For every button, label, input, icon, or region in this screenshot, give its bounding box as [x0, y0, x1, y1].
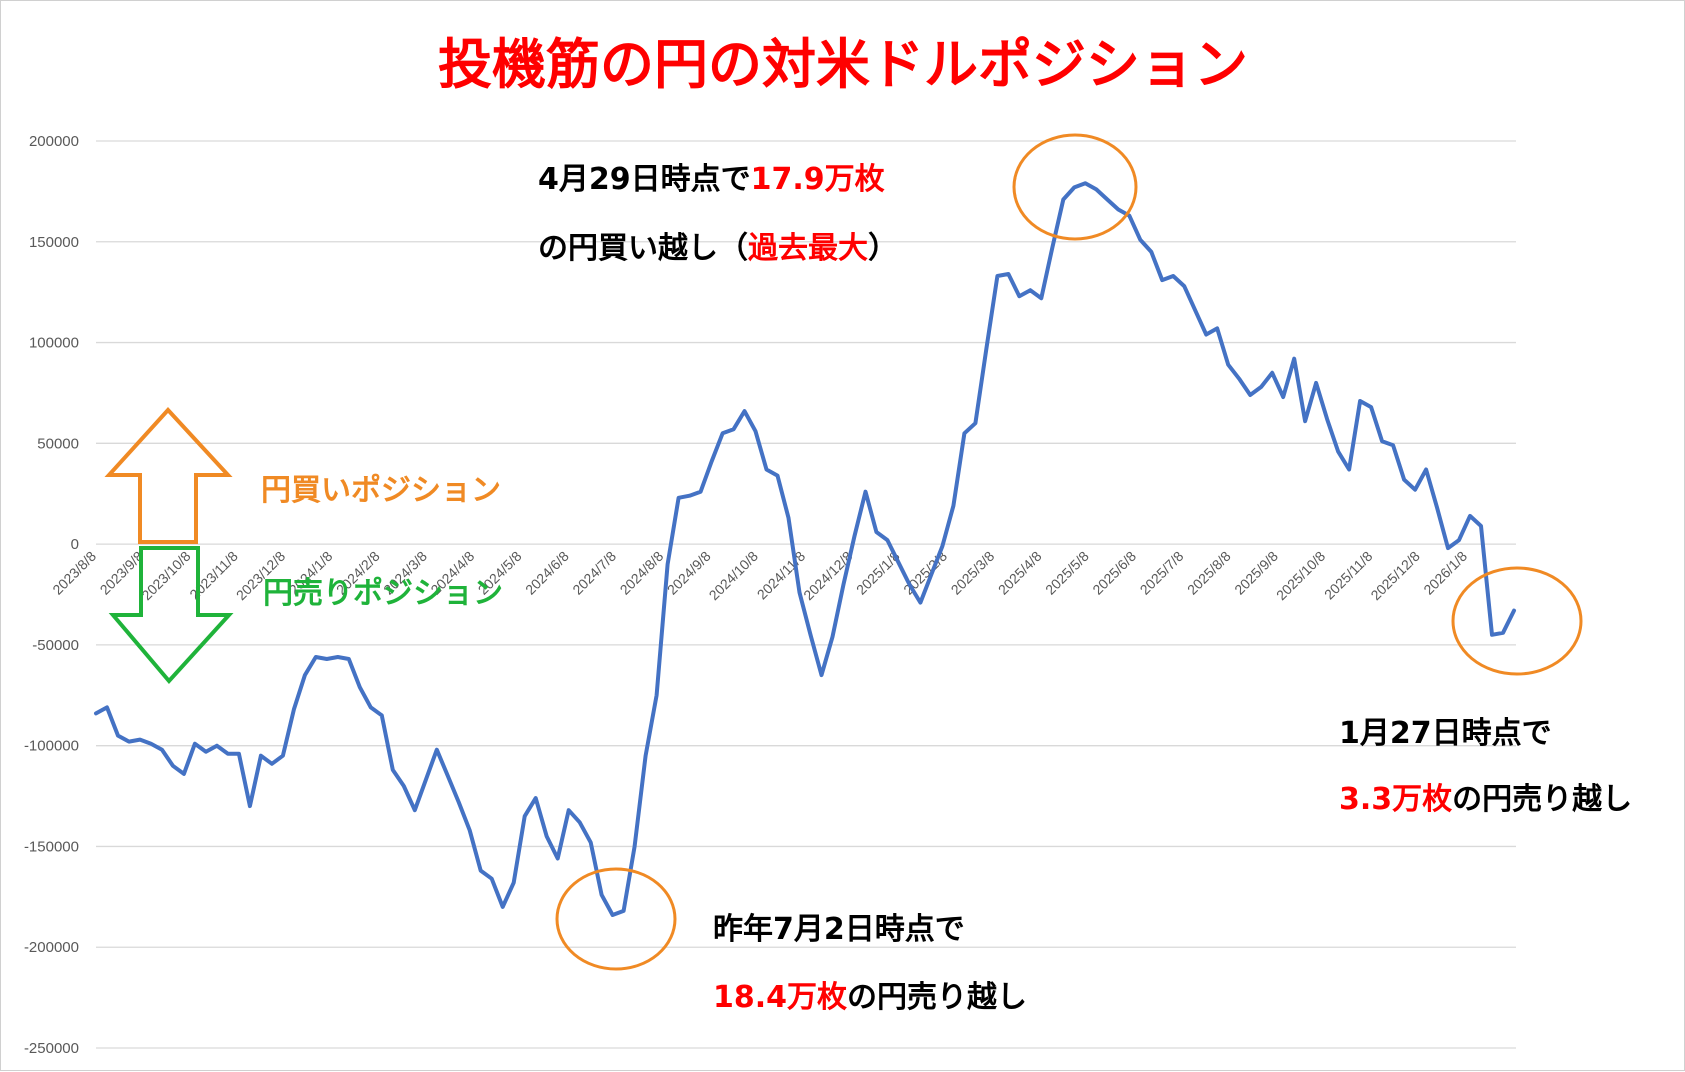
sell-arrow-icon — [108, 546, 234, 685]
series-line — [94, 181, 1516, 917]
position-arrows: 円買いポジション — [104, 407, 501, 685]
x-tick-label: 2024/10/8 — [706, 548, 762, 604]
x-tick-label: 2025/12/8 — [1367, 548, 1423, 604]
y-tick-label: 200000 — [29, 133, 79, 150]
annotations: 4月29日時点で17.9万枚 の円買い越し（過去最大） 1月27日時点で 3.3… — [538, 162, 1632, 1015]
y-tick-label: -150000 — [24, 838, 79, 855]
annotation-trough-line1: 昨年7月2日時点で — [713, 912, 965, 947]
annotation-peak-line1: 4月29日時点で17.9万枚 — [538, 162, 885, 197]
annotation-latest-line2: 3.3万枚の円売り越し — [1339, 782, 1632, 817]
x-tick-label: 2024/7/8 — [569, 548, 619, 598]
y-axis-ticks: 200000 150000 100000 50000 0 -50000 -100000 -15… — [24, 133, 79, 1057]
x-tick-label: 2024/8/8 — [617, 548, 667, 598]
x-tick-label: 2024/6/8 — [522, 548, 572, 598]
x-tick-label: 2025/11/8 — [1321, 548, 1376, 603]
x-tick-label: 2023/11/8 — [186, 548, 241, 603]
y-tick-label: -50000 — [32, 637, 79, 654]
latest-highlight-circle — [1451, 566, 1583, 676]
buy-arrow-icon — [104, 407, 233, 544]
highlight-circles — [555, 133, 1583, 971]
x-tick-label: 2025/3/8 — [948, 548, 998, 598]
annotation-peak-line2: の円買い越し（過去最大） — [538, 231, 898, 266]
grid-layer — [96, 140, 1516, 1049]
y-tick-label: 100000 — [29, 335, 79, 352]
x-tick-label: 2025/4/8 — [995, 548, 1045, 598]
x-tick-label: 2023/8/8 — [49, 548, 99, 598]
y-tick-label: -200000 — [24, 939, 79, 956]
trough-highlight-circle — [555, 867, 677, 971]
y-tick-label: -100000 — [24, 738, 79, 755]
x-tick-label: 2023/10/8 — [138, 548, 194, 604]
sell-position-label: 円売りポジション — [263, 576, 503, 611]
buy-position-label: 円買いポジション — [261, 473, 501, 508]
annotation-latest-line1: 1月27日時点で — [1339, 716, 1552, 751]
y-tick-label: 50000 — [37, 435, 79, 452]
y-tick-label: 150000 — [29, 234, 79, 251]
y-tick-label: -250000 — [24, 1040, 79, 1057]
chart-title: 投機筋の円の対米ドルポジション — [438, 33, 1248, 96]
x-tick-label: 2025/7/8 — [1137, 548, 1187, 598]
x-tick-label: 2025/5/8 — [1042, 548, 1092, 598]
x-tick-label: 2025/8/8 — [1184, 548, 1234, 598]
annotation-trough-line2: 18.4万枚の円売り越し — [713, 980, 1027, 1015]
x-tick-label: 2025/6/8 — [1089, 548, 1139, 598]
peak-highlight-circle — [1012, 133, 1138, 241]
y-tick-label: 0 — [71, 536, 79, 553]
x-tick-label: 2025/10/8 — [1273, 548, 1329, 604]
